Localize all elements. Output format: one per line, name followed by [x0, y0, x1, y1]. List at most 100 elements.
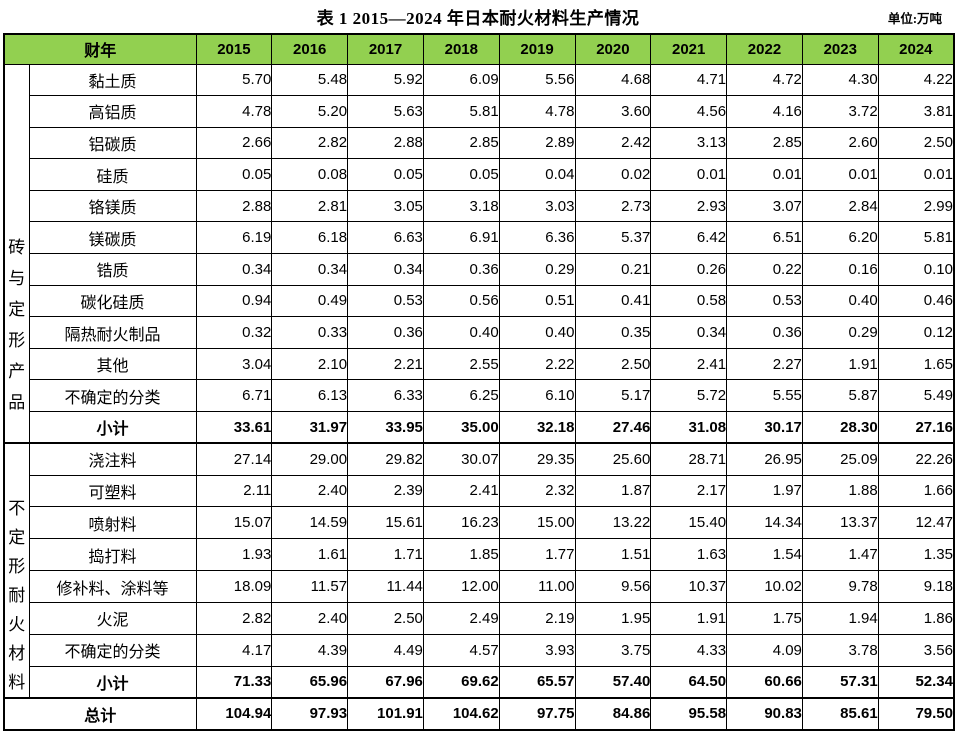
value-cell: 27.14: [195, 442, 273, 476]
table-row: 捣打料 1.93 1.61 1.71 1.85 1.77 1.51 1.63 1.54 1.47 1…: [4, 538, 955, 572]
value-cell: 29.82: [347, 442, 424, 476]
value-cell: 32.18: [498, 411, 576, 444]
value-cell: 6.19: [195, 221, 273, 255]
value-cell: 2.10: [271, 347, 349, 381]
value-cell: 1.91: [650, 602, 728, 635]
value-cell: 71.33: [195, 665, 273, 699]
value-cell: 2.22: [498, 347, 576, 381]
value-cell: 6.10: [498, 379, 576, 413]
value-cell: 2.49: [422, 602, 500, 635]
value-cell: 0.58: [650, 284, 728, 318]
value-cell: 4.68: [574, 63, 652, 97]
value-cell: 4.78: [195, 95, 273, 128]
value-cell: 2.82: [195, 602, 273, 635]
value-cell: 97.75: [498, 697, 576, 731]
value-cell: 104.94: [195, 697, 273, 731]
value-cell: 3.07: [726, 189, 803, 223]
table-row: 砖与定形产品 黏土质 5.70 5.48 5.92 6.09 5.56 4.68 4.71 4.7…: [3, 63, 955, 444]
value-cell: 95.58: [650, 697, 728, 731]
value-cell: 0.01: [801, 158, 879, 191]
value-cell: 3.56: [877, 633, 955, 667]
value-cell: 4.39: [271, 633, 349, 667]
year-header-cell: 2021: [650, 33, 728, 65]
value-cell: 5.92: [347, 63, 424, 97]
value-cell: 0.46: [877, 284, 955, 318]
value-cell: 5.37: [574, 221, 652, 255]
table-row: 其他 3.04 2.10 2.21 2.55 2.22 2.50 2.41 2.27 1.91 1.…: [4, 347, 955, 381]
table-row: 修补料、涂料等 18.09 11.57 11.44 12.00 11.00 9.56 10.3…: [4, 570, 955, 603]
value-cell: 2.60: [801, 126, 879, 160]
year-header-cell: 2023: [801, 33, 879, 65]
value-cell: 3.81: [877, 95, 955, 128]
value-cell: 0.35: [574, 316, 652, 349]
year-header-cell: 2015: [195, 33, 273, 65]
row-label-cell: 小计: [28, 665, 197, 699]
year-header-cell: 2019: [498, 33, 576, 65]
value-cell: 3.60: [574, 95, 652, 128]
value-cell: 1.51: [574, 538, 652, 572]
value-cell: 5.55: [726, 379, 803, 413]
value-cell: 2.21: [347, 347, 424, 381]
value-cell: 3.72: [801, 95, 879, 128]
value-cell: 11.57: [271, 570, 349, 603]
value-cell: 0.05: [422, 158, 500, 191]
value-cell: 4.72: [726, 63, 803, 97]
value-cell: 29.00: [271, 442, 349, 476]
value-cell: 90.83: [726, 697, 803, 731]
value-cell: 1.91: [801, 347, 879, 381]
value-cell: 15.40: [650, 506, 728, 540]
value-cell: 18.09: [195, 570, 273, 603]
value-cell: 1.66: [877, 474, 955, 508]
row-label-cell: 锆质: [28, 253, 197, 286]
table-row: 高铝质 4.78 5.20 5.63 5.81 4.78 3.60 4.56 4.16 3.72 3…: [4, 95, 955, 128]
value-cell: 5.70: [195, 63, 273, 97]
value-cell: 0.94: [195, 284, 273, 318]
value-cell: 104.62: [422, 697, 500, 731]
subtotal-row: 小计 71.33 65.96 67.96 69.62 65.57 57.40 64.50 60.…: [4, 665, 955, 699]
value-cell: 5.17: [574, 379, 652, 413]
table-row: 可塑料 2.11 2.40 2.39 2.41 2.32 1.87 2.17 1.97 1.88 1…: [4, 474, 955, 508]
value-cell: 0.29: [801, 316, 879, 349]
value-cell: 4.57: [422, 633, 500, 667]
value-cell: 4.56: [650, 95, 728, 128]
value-cell: 0.34: [271, 253, 349, 286]
value-cell: 0.40: [498, 316, 576, 349]
value-cell: 2.55: [422, 347, 500, 381]
row-label-cell: 隔热耐火制品: [28, 316, 197, 349]
year-header-cell: 2022: [726, 33, 803, 65]
value-cell: 1.75: [726, 602, 803, 635]
value-cell: 11.44: [347, 570, 424, 603]
value-cell: 6.33: [347, 379, 424, 413]
value-cell: 27.16: [877, 411, 955, 444]
value-cell: 0.05: [347, 158, 424, 191]
value-cell: 79.50: [877, 697, 955, 731]
year-header-cell: 2018: [422, 33, 500, 65]
value-cell: 0.34: [195, 253, 273, 286]
value-cell: 0.34: [347, 253, 424, 286]
row-label-cell: 浇注料: [28, 442, 197, 476]
value-cell: 0.26: [650, 253, 728, 286]
row-label-cell: 不确定的分类: [28, 633, 197, 667]
value-cell: 1.87: [574, 474, 652, 508]
value-cell: 0.40: [801, 284, 879, 318]
year-header-cell: 2020: [574, 33, 652, 65]
value-cell: 1.63: [650, 538, 728, 572]
value-cell: 65.57: [498, 665, 576, 699]
header-row: 财年 2015 2016 2017 2018 2019 2020 2021 2022 2023 20…: [3, 33, 955, 65]
value-cell: 1.54: [726, 538, 803, 572]
value-cell: 14.59: [271, 506, 349, 540]
value-cell: 26.95: [726, 442, 803, 476]
value-cell: 0.53: [726, 284, 803, 318]
unit-label: 单位:万吨: [887, 12, 942, 26]
value-cell: 1.71: [347, 538, 424, 572]
value-cell: 1.77: [498, 538, 576, 572]
value-cell: 0.34: [650, 316, 728, 349]
value-cell: 2.17: [650, 474, 728, 508]
value-cell: 1.93: [195, 538, 273, 572]
value-cell: 5.63: [347, 95, 424, 128]
value-cell: 0.51: [498, 284, 576, 318]
value-cell: 0.33: [271, 316, 349, 349]
row-label-cell: 铝碳质: [28, 126, 197, 160]
value-cell: 9.18: [877, 570, 955, 603]
